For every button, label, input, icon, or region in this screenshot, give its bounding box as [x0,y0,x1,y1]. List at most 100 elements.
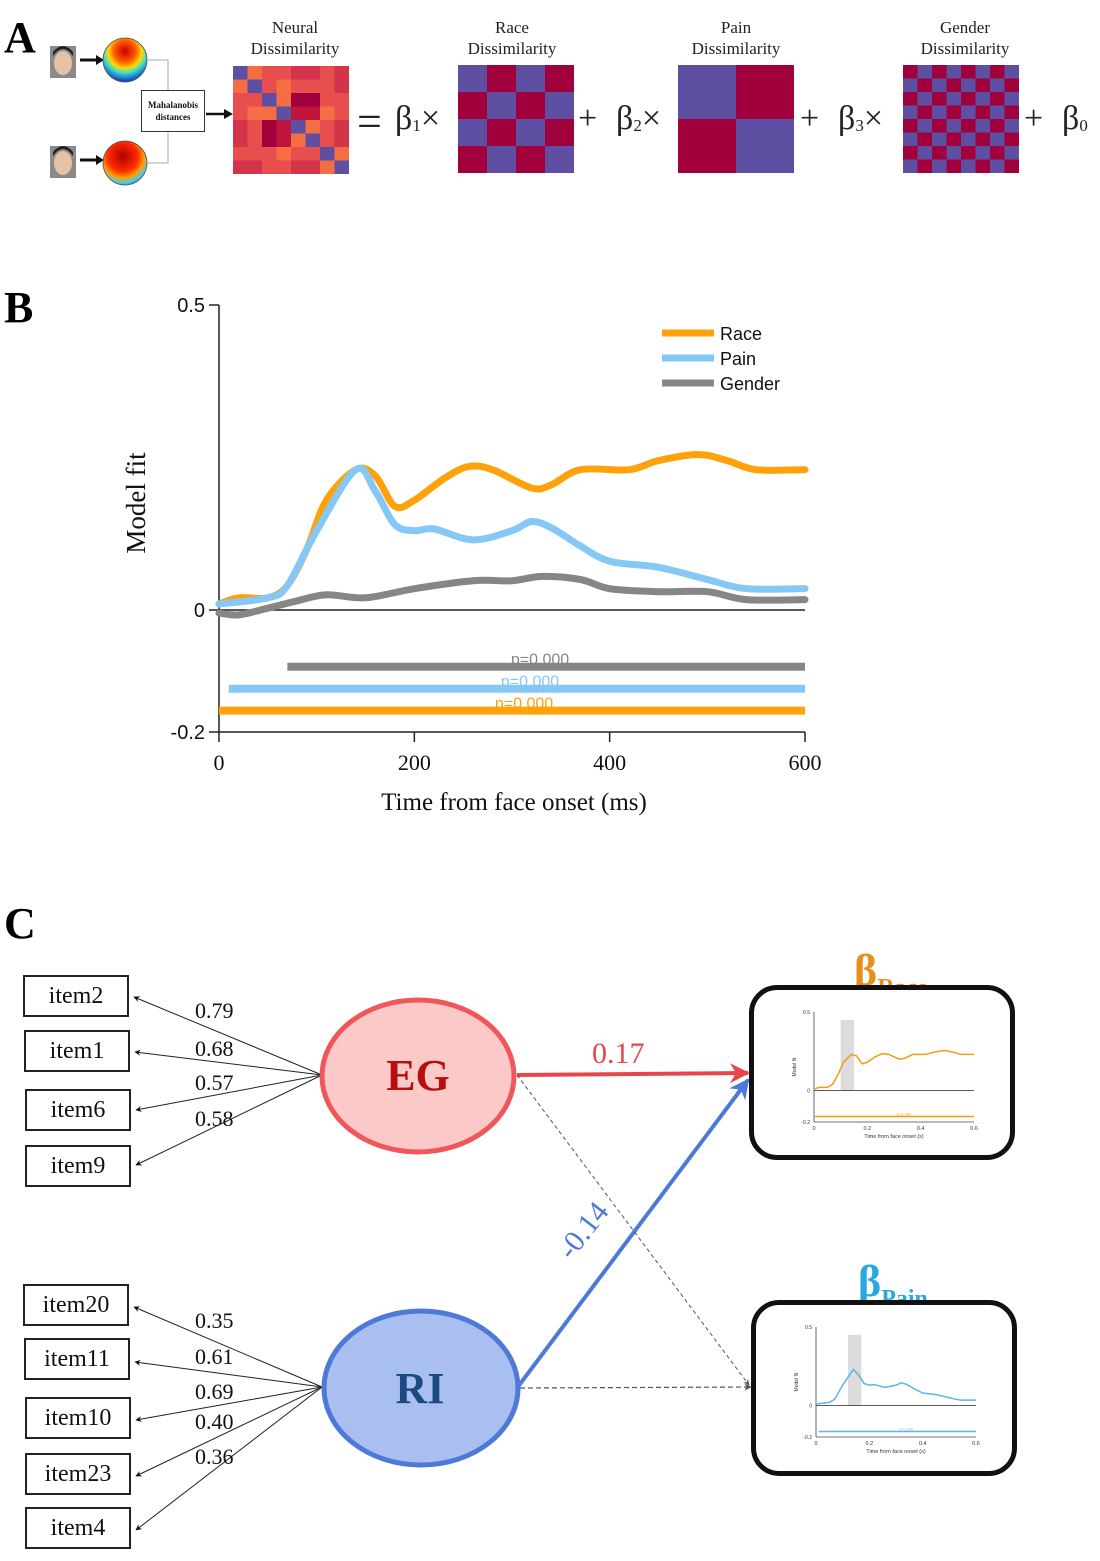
loading-value: 0.68 [195,1036,234,1061]
matrix-cell [247,147,263,161]
eg-item-box: item6 [25,1089,131,1131]
matrix-cell [990,146,1005,160]
face-pain-icon [50,146,76,178]
beta-subscript: 0 [1079,116,1088,135]
matrix-cell [990,92,1005,106]
matrix-cell [961,78,976,93]
loading-arrow [135,1074,323,1112]
matrix-cell [903,65,918,79]
mini-series-line [813,1049,974,1090]
matrix-cell [305,66,321,80]
matrix-cell [961,159,976,173]
mini-significance-label: p=0.000 [899,1427,914,1432]
matrix-cell [262,133,277,148]
matrix-cell [334,66,349,80]
matrix-title-line: Dissimilarity [250,39,340,58]
matrix-cell [917,105,933,120]
matrix-cell [678,119,737,173]
mini-y-tick-label: 0.5 [803,1010,810,1016]
matrix-cell [990,132,1005,147]
mini-x-tick-label: 0.4 [919,1441,927,1447]
mini-series-line [815,1368,976,1405]
times-symbol: × [641,100,661,137]
matrix-cell [961,132,976,147]
matrix-cell [334,160,349,174]
item-label: item1 [49,1037,105,1064]
matrix-cell [247,160,263,174]
matrix-cell [545,119,574,147]
matrix-cell [305,106,321,121]
matrix-cell [291,133,306,148]
matrix-cell [320,106,335,121]
beta-symbol: β [838,100,856,137]
matrix-cell [458,92,488,120]
legend-label-pain: Pain [720,349,756,369]
pain-mini-chart-box: -0.2 0 0.5 0 0.2 0.4 0.6 Time from face onset (… [751,1300,1017,1476]
matrix-cell [1004,159,1019,173]
matrix-cell [961,92,976,106]
matrix-cell [247,66,263,80]
matrix-cell [334,79,349,94]
x-axis-label: Time from face onset (ms) [381,789,647,816]
model-fit-chart: -0.2 0 0.5 0 200 400 600 Time from face onset (… [121,295,822,816]
beta-symbol: β [858,1257,882,1306]
beta-symbol: β [395,100,413,137]
loading-value: 0.35 [195,1308,234,1333]
matrix-cell [233,66,248,80]
matrix-cell [917,159,933,173]
matrix-cell [975,146,991,160]
matrix-cell [1004,92,1019,106]
matrix-cell [320,93,335,107]
matrix-cell [990,105,1005,120]
loading-value: 0.58 [195,1106,234,1131]
matrix-cell [946,119,962,133]
matrix-cell [262,79,277,94]
matrix-cell [233,120,248,134]
matrix-cell [917,78,933,93]
beta-subscript: 2 [633,116,642,135]
item-label: item9 [50,1152,106,1179]
eg-item-box: item2 [23,975,129,1017]
mini-x-tick-label: 0.2 [864,1126,872,1132]
matrix-cell [320,160,335,174]
matrix-cell [516,146,546,173]
mini-y-tick-label: -0.2 [801,1120,810,1126]
path-eg-to-pain-arrow [516,1074,750,1386]
matrix-cell [961,105,976,120]
matrix-cell [458,119,488,147]
matrix-cell [975,92,991,106]
mini-significance-label: p=0.000 [897,1112,912,1117]
matrix-cell [334,147,349,161]
face-neutral-icon [50,46,76,78]
times-symbol: × [420,100,440,137]
matrix-cell [946,132,962,147]
mini-x-tick-label: 0.2 [866,1441,874,1447]
matrix-cell [305,79,321,94]
matrix-cell [903,105,918,120]
arrow-icon [206,109,233,119]
matrix-cell [736,119,794,173]
matrix-cell [233,93,248,107]
x-tick-label: 400 [593,750,626,775]
matrix-cell [678,65,737,120]
matrix-cell [276,106,292,121]
matrix-cell [334,133,349,148]
matrix-cell [932,119,947,133]
matrix-title-line: Race [495,18,529,37]
matrix-cell [334,120,349,134]
matrix-cell [917,92,933,106]
ri-item-box: item20 [23,1284,129,1326]
matrix-cell [334,93,349,107]
matrix-cell [917,119,933,133]
matrix-cell [946,92,962,106]
matrix-cell [903,92,918,106]
matrix-cell [903,119,918,133]
race-matrix-title: Race Dissimilarity [442,17,582,59]
loading-arrow [135,1386,323,1477]
matrix-cell [961,146,976,160]
mini-x-axis-label: Time from face onset (s) [866,1449,926,1455]
legend-label-race: Race [720,324,762,344]
equation-beta-2: β2× [616,100,661,138]
series-line-gender [215,572,809,619]
